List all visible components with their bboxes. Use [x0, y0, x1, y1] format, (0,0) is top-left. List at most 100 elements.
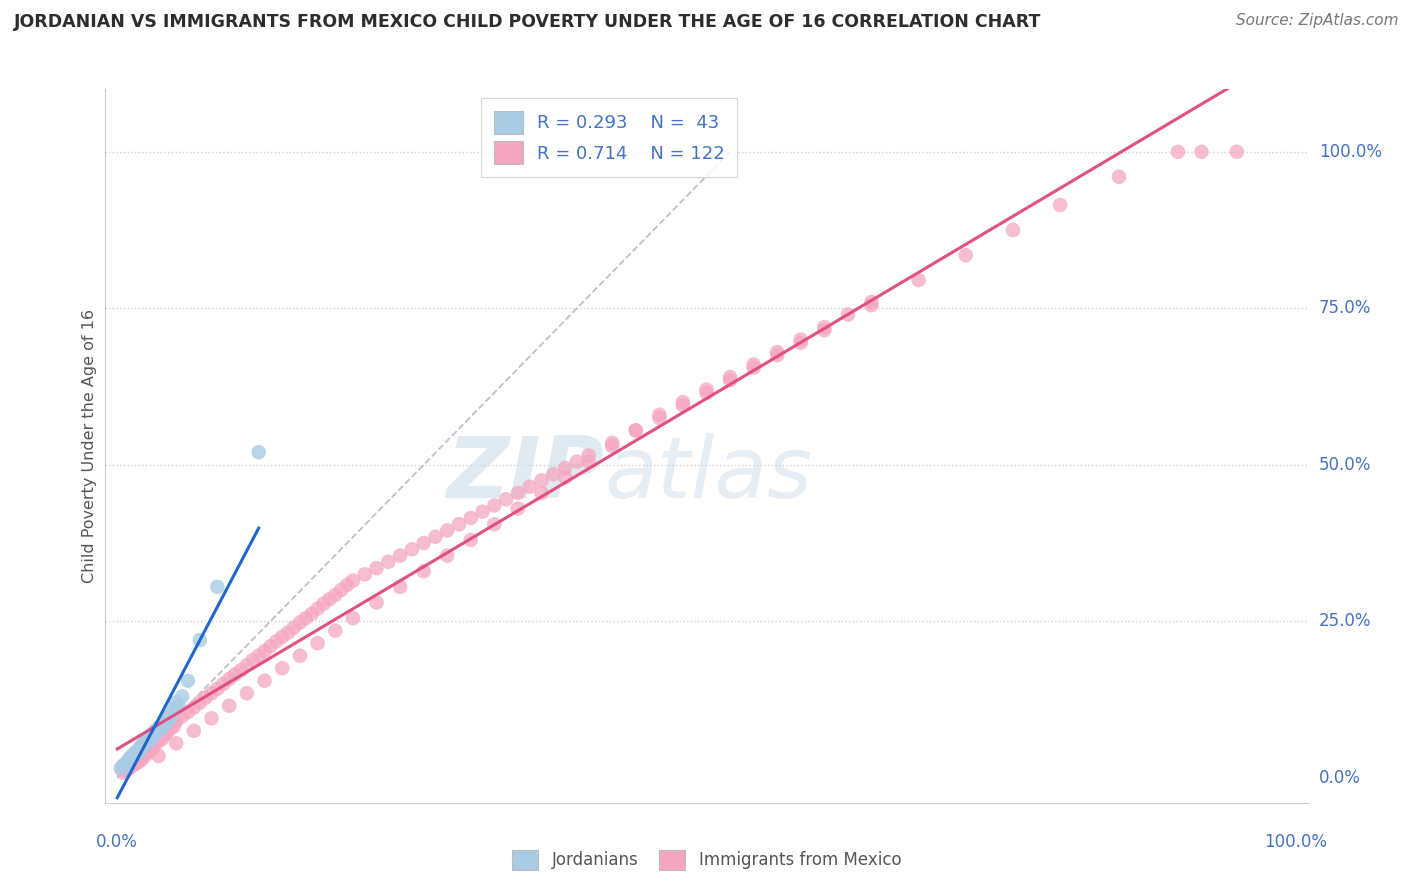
Point	[139, 730, 162, 744]
Legend: Jordanians, Immigrants from Mexico: Jordanians, Immigrants from Mexico	[505, 843, 908, 877]
Point	[554, 470, 576, 484]
Point	[188, 633, 211, 648]
Point	[159, 722, 181, 736]
Point	[271, 630, 294, 644]
Point	[412, 564, 434, 578]
Point	[389, 549, 412, 563]
Point	[436, 549, 458, 563]
Point	[696, 383, 718, 397]
Point	[150, 731, 173, 746]
Point	[578, 455, 600, 469]
Point	[495, 492, 517, 507]
Point	[165, 714, 187, 729]
Point	[813, 320, 835, 334]
Point	[218, 698, 240, 713]
Point	[207, 580, 229, 594]
Point	[142, 740, 165, 755]
Point	[447, 517, 470, 532]
Point	[142, 727, 165, 741]
Point	[288, 615, 311, 630]
Point	[242, 653, 264, 667]
Text: Source: ZipAtlas.com: Source: ZipAtlas.com	[1236, 13, 1399, 29]
Point	[112, 765, 135, 780]
Point	[134, 738, 156, 752]
Point	[135, 747, 157, 761]
Point	[696, 385, 718, 400]
Point	[578, 449, 600, 463]
Point	[718, 370, 741, 384]
Point	[342, 611, 364, 625]
Point	[132, 750, 155, 764]
Point	[330, 582, 353, 597]
Point	[177, 673, 200, 688]
Point	[436, 524, 458, 538]
Point	[148, 734, 170, 748]
Point	[484, 517, 506, 532]
Point	[1191, 145, 1213, 159]
Point	[112, 758, 135, 772]
Point	[253, 644, 276, 658]
Point	[484, 499, 506, 513]
Point	[139, 744, 162, 758]
Point	[312, 597, 335, 611]
Point	[1108, 169, 1130, 184]
Point	[259, 640, 281, 654]
Point	[624, 423, 647, 437]
Point	[1167, 145, 1189, 159]
Point	[323, 624, 346, 638]
Point	[120, 753, 142, 767]
Point	[120, 759, 142, 773]
Point	[152, 719, 174, 733]
Point	[301, 607, 323, 621]
Point	[129, 739, 152, 754]
Text: 0.0%: 0.0%	[1319, 769, 1361, 787]
Point	[600, 439, 623, 453]
Point	[131, 740, 153, 755]
Point	[148, 721, 170, 735]
Point	[813, 323, 835, 337]
Point	[127, 742, 149, 756]
Point	[115, 764, 138, 778]
Point	[530, 474, 553, 488]
Point	[165, 696, 187, 710]
Point	[143, 723, 166, 738]
Point	[117, 756, 139, 771]
Point	[342, 574, 364, 588]
Point	[506, 501, 529, 516]
Point	[530, 486, 553, 500]
Text: 25.0%: 25.0%	[1319, 612, 1371, 631]
Point	[142, 728, 165, 742]
Point	[353, 567, 375, 582]
Point	[112, 759, 135, 773]
Point	[229, 663, 252, 677]
Point	[1001, 223, 1024, 237]
Point	[236, 686, 259, 700]
Point	[425, 530, 447, 544]
Point	[624, 423, 647, 437]
Point	[600, 435, 623, 450]
Point	[672, 398, 695, 412]
Point	[224, 667, 246, 681]
Point	[236, 658, 259, 673]
Point	[132, 736, 155, 750]
Point	[120, 748, 142, 763]
Point	[307, 601, 329, 615]
Point	[127, 755, 149, 769]
Point	[141, 731, 163, 746]
Point	[519, 480, 541, 494]
Text: 0.0%: 0.0%	[96, 833, 138, 851]
Point	[648, 408, 671, 422]
Point	[110, 761, 132, 775]
Point	[860, 298, 883, 312]
Point	[128, 744, 150, 758]
Point	[170, 690, 193, 704]
Point	[295, 611, 318, 625]
Point	[543, 467, 565, 482]
Y-axis label: Child Poverty Under the Age of 16: Child Poverty Under the Age of 16	[82, 309, 97, 583]
Point	[471, 505, 494, 519]
Point	[648, 410, 671, 425]
Point	[157, 713, 180, 727]
Point	[790, 335, 813, 350]
Point	[200, 686, 222, 700]
Text: 100.0%: 100.0%	[1264, 833, 1327, 851]
